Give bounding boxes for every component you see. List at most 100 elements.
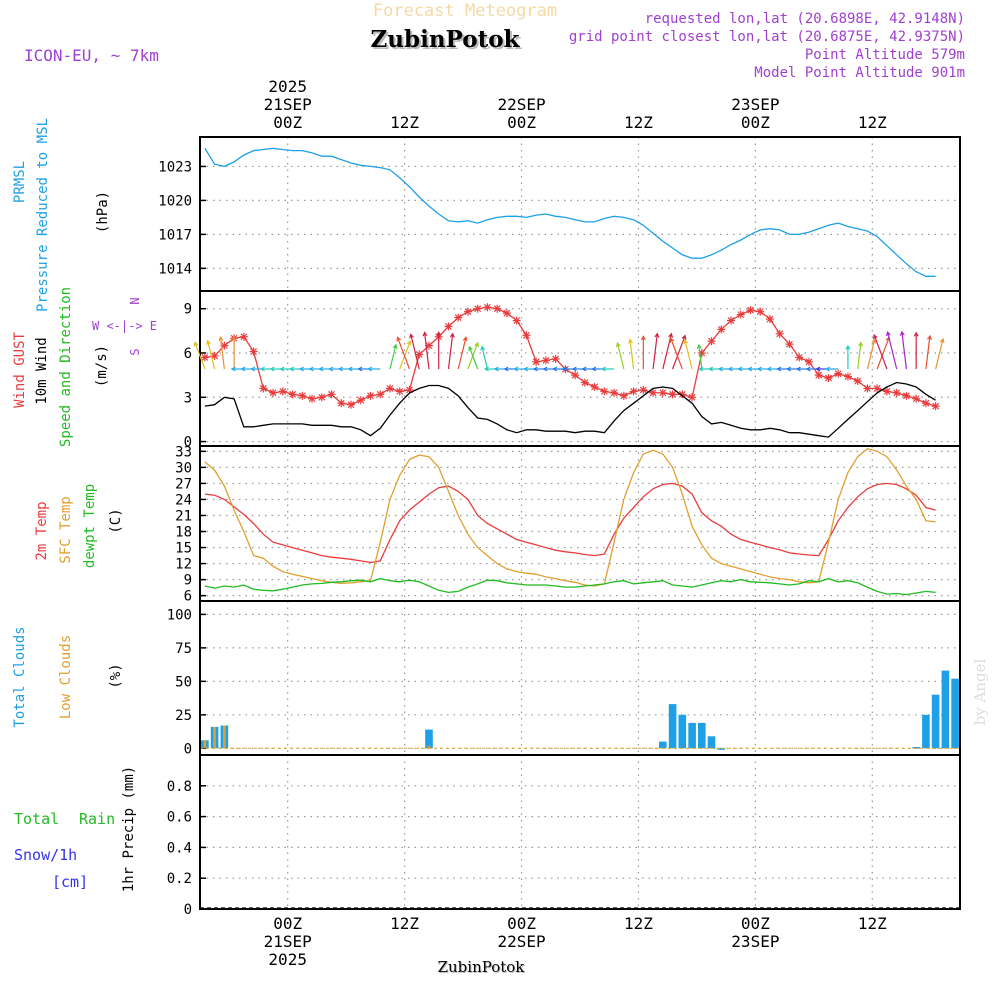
wind-arrow-head [503, 366, 509, 372]
wind-arrow [396, 336, 411, 370]
wind-arrow-head [493, 366, 499, 372]
precip-ytick-label: 0 [184, 902, 192, 918]
gust-marker [571, 371, 580, 380]
gust-marker-d2 [815, 371, 823, 379]
precip-snow-label: Snow/1h [14, 846, 77, 864]
clouds-ytick-label: 100 [167, 607, 192, 623]
location-title: ZubinPotok [371, 26, 521, 53]
wind-arrow [876, 336, 891, 370]
gust-marker-d2 [756, 308, 764, 316]
temp-ytick-label: 12 [175, 557, 192, 573]
gust-marker-d2 [522, 331, 530, 339]
gust-marker [873, 384, 882, 393]
wind-arrow-shaft [424, 332, 430, 370]
gust-marker-d2 [484, 303, 491, 311]
gust-marker [473, 304, 482, 313]
clouds-total-clouds-bar [659, 741, 667, 749]
gust-marker-d2 [620, 392, 628, 400]
pressure-prmsl-line [204, 147, 936, 277]
gust-marker-d2 [932, 402, 940, 410]
pressure-ytick-label: 1014 [158, 261, 192, 277]
wind-arrow-shaft [219, 337, 225, 370]
temp-2m-temp-line [204, 482, 936, 564]
precip-ytick-label: 0.4 [167, 840, 192, 856]
gust-marker [415, 350, 424, 359]
gust-marker [902, 391, 911, 400]
wind-arrow-shaft [866, 339, 876, 370]
gust-marker-d2 [308, 395, 316, 403]
gust-marker [824, 374, 833, 383]
gust-marker [707, 337, 716, 346]
wind-arrow [436, 330, 442, 370]
wind-arrow [389, 343, 398, 370]
wind-arrow-head [581, 366, 587, 372]
gust-marker-d2 [776, 330, 784, 338]
gust-marker-d2 [298, 392, 306, 400]
temp-dewpt-temp-line [204, 577, 936, 596]
wind-arrow-head [615, 341, 621, 348]
wind-arrow-head [532, 366, 538, 372]
wind-ytick-label: 0 [184, 435, 192, 451]
wind-ytick-label: 6 [184, 346, 192, 362]
clouds-total-clouds-bar [668, 704, 677, 749]
gust-marker [882, 387, 891, 396]
gust-marker [756, 307, 765, 316]
temp-sfc-temp-line [204, 447, 936, 587]
pressure-ytick-label: 1017 [158, 227, 192, 243]
gust-marker [619, 391, 628, 400]
wind-speed-dir-label: Speed and Direction [58, 287, 74, 447]
gust-marker-d2 [669, 390, 676, 398]
gust-marker-d2 [834, 370, 842, 378]
wind-arrow [696, 343, 703, 370]
wind-arrow-head [696, 343, 702, 349]
wind-arrow-shaft [672, 335, 686, 370]
gust-marker [347, 400, 356, 409]
clouds-total-clouds-bar [707, 736, 716, 749]
wind-arrow [824, 366, 839, 372]
wind-arrow-head [640, 335, 646, 341]
gust-marker [921, 399, 930, 408]
top-time-label: 00Z [273, 113, 302, 132]
gust-marker [843, 372, 852, 381]
wind-arrow-shaft [397, 337, 411, 370]
gust-marker-d2 [766, 315, 774, 323]
wind-arrow [480, 345, 489, 370]
clouds-ytick-label: 75 [175, 641, 192, 657]
wind-arrow-head [474, 341, 479, 347]
gust-marker [200, 353, 209, 362]
gust-marker-d2 [649, 389, 657, 397]
gust-marker [688, 393, 697, 402]
wind-arrow-head [683, 338, 689, 345]
gust-marker-d2 [717, 325, 725, 333]
gust-marker [502, 309, 511, 318]
wind-arrow [845, 344, 851, 370]
gust-marker [376, 390, 385, 399]
gust-marker [327, 390, 336, 399]
wind-arrow-head [795, 366, 801, 372]
bottom-time-label: 12Z [624, 914, 653, 933]
gust-marker-d2 [844, 373, 852, 381]
gust-marker [522, 331, 531, 340]
wind-arrow-shaft [925, 335, 931, 370]
wind-arrow-shaft [616, 343, 625, 370]
wind-arrow [615, 341, 625, 370]
gust-marker [590, 382, 599, 391]
wind-10m-label: 10m Wind [34, 337, 50, 404]
temp-unit: (C) [108, 508, 124, 533]
wind-arrow [231, 336, 237, 370]
gust-marker-d2 [279, 387, 287, 395]
wind-arrow-head [717, 366, 723, 372]
gust-marker-d2 [912, 395, 920, 403]
gust-marker-d2 [581, 379, 589, 386]
clouds-unit: (%) [108, 663, 124, 688]
wind-arrow-head [600, 366, 606, 372]
gust-marker-d2 [805, 358, 813, 366]
model-altitude: Model Point Altitude 901m [754, 65, 965, 81]
precip-frame [199, 754, 961, 910]
gust-marker [532, 357, 541, 366]
top-time-label: 22SEP [497, 95, 545, 114]
gust-marker-d2 [893, 389, 901, 397]
gust-marker-d2 [591, 383, 599, 391]
gust-marker-d2 [552, 355, 560, 363]
